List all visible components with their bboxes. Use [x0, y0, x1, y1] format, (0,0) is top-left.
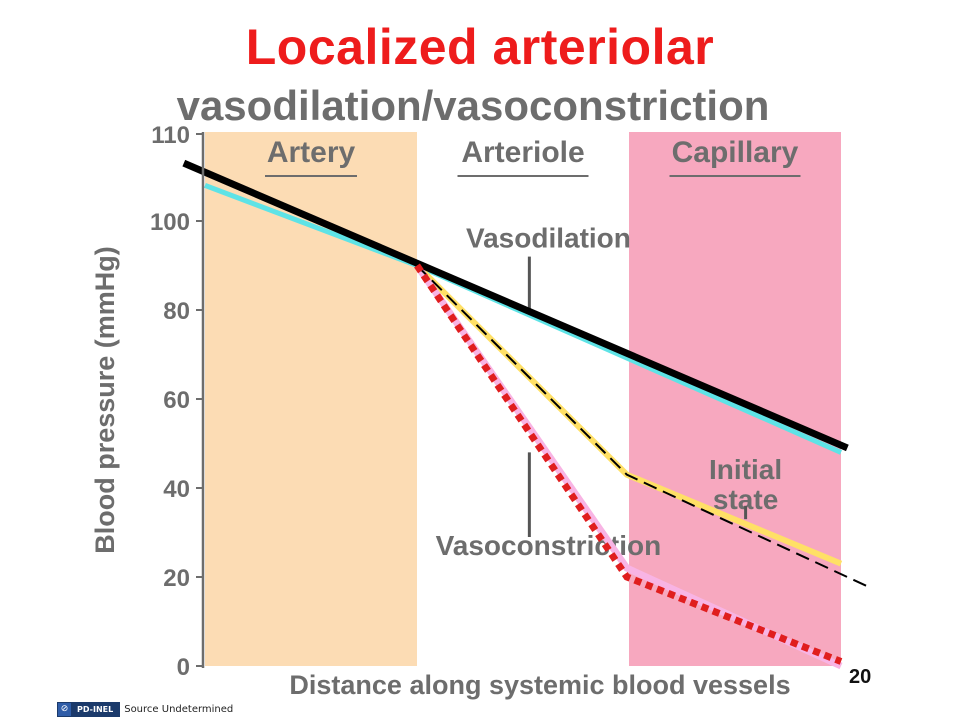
- source-text: Source Undetermined: [124, 703, 234, 715]
- region-label-artery: Artery: [267, 136, 356, 169]
- annotation-initial-state-line: Initial: [709, 454, 782, 485]
- y-tick-label: 0: [177, 654, 190, 681]
- chart-title: vasodilation/vasoconstriction: [177, 82, 770, 129]
- series-line-red-dotted: [414, 263, 843, 665]
- y-axis: 0 20 40 60 80 100 110: [150, 122, 205, 681]
- x-axis-label: Distance along systemic blood vessels: [289, 670, 790, 700]
- y-tick-label: 60: [163, 387, 190, 414]
- license-badge: ⊘ PD-INEL: [57, 701, 121, 717]
- page-number: 20: [849, 666, 872, 688]
- region-label-capillary: Capillary: [672, 136, 799, 169]
- region-backgrounds: [205, 132, 841, 666]
- y-tick-label: 20: [163, 565, 190, 592]
- public-domain-icon: ⊘: [58, 702, 71, 716]
- region-arteriole: [417, 132, 629, 666]
- series-line-black-thick: [182, 159, 849, 452]
- y-tick-label: 110: [151, 122, 190, 149]
- y-tick-label: 40: [163, 476, 190, 503]
- region-label-arteriole: Arteriole: [461, 136, 584, 169]
- series-line-black-dashed: [416, 264, 867, 587]
- license-footer: ⊘ PD-INEL Source Undetermined: [57, 701, 234, 717]
- series-lines: [182, 159, 867, 670]
- slide-title: Localized arteriolar: [245, 19, 715, 75]
- y-axis-label: Blood pressure (mmHg): [90, 246, 120, 554]
- annotation-vasoconstriction: Vasoconstriction: [436, 530, 662, 561]
- y-tick-label: 80: [163, 298, 190, 325]
- region-labels: Artery Arteriole Capillary: [265, 136, 801, 177]
- annotation-vasodilation: Vasodilation: [466, 223, 631, 254]
- y-tick-label: 100: [150, 209, 190, 236]
- license-badge-label: PD-INEL: [71, 702, 120, 716]
- region-artery: [205, 132, 417, 666]
